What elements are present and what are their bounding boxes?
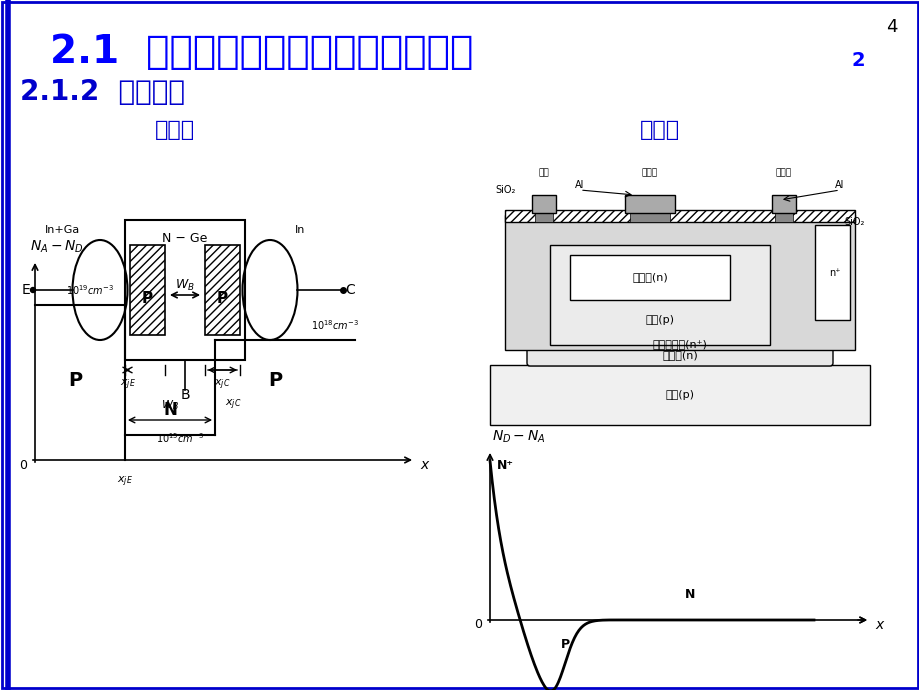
Text: 合金管: 合金管 — [154, 120, 195, 140]
Bar — [814, 225, 849, 320]
Text: 衬底(p): 衬底(p) — [664, 390, 694, 400]
Text: In+Ga: In+Ga — [45, 225, 81, 235]
Text: 发射极: 发射极 — [641, 168, 657, 177]
Bar — [624, 195, 675, 213]
Text: $10^{15}cm^{-3}$: $10^{15}cm^{-3}$ — [155, 431, 204, 445]
Text: 基极: 基极 — [538, 168, 549, 177]
Text: Al: Al — [574, 180, 584, 190]
Text: N − Ge: N − Ge — [162, 232, 208, 244]
Bar — [771, 195, 795, 213]
Bar — [550, 245, 769, 345]
Text: Al: Al — [834, 180, 844, 190]
Text: $x_{jE}$: $x_{jE}$ — [117, 475, 133, 489]
Text: $x$: $x$ — [420, 458, 430, 472]
Text: P: P — [142, 290, 153, 306]
Text: 2.1  基本结构、制造工艺和杂质分布: 2.1 基本结构、制造工艺和杂质分布 — [50, 33, 473, 71]
Text: $W_B$: $W_B$ — [175, 277, 195, 293]
Text: 4: 4 — [886, 18, 897, 36]
Text: 集电区埋层(n⁺): 集电区埋层(n⁺) — [652, 339, 707, 349]
Text: $10^{19}cm^{-3}$: $10^{19}cm^{-3}$ — [66, 283, 114, 297]
Text: $x_{jC}$: $x_{jC}$ — [214, 378, 231, 393]
Text: 平面管: 平面管 — [640, 120, 679, 140]
Text: SiO₂: SiO₂ — [844, 217, 864, 227]
Text: In: In — [294, 225, 305, 235]
Text: SiO₂: SiO₂ — [494, 185, 515, 195]
Bar — [505, 210, 854, 222]
Text: $N_D-N_A$: $N_D-N_A$ — [492, 428, 545, 445]
Text: 2: 2 — [851, 50, 865, 70]
Text: 集电区(n): 集电区(n) — [662, 350, 698, 360]
Bar — [205, 245, 240, 335]
Text: $N_A-N_D$: $N_A-N_D$ — [30, 239, 84, 255]
Text: 0: 0 — [473, 618, 482, 631]
Text: N: N — [163, 401, 176, 419]
Bar — [535, 210, 552, 222]
Text: $x_{jE}$: $x_{jE}$ — [119, 378, 135, 393]
Bar — [130, 245, 165, 335]
Text: n⁺: n⁺ — [828, 268, 839, 277]
Text: P: P — [68, 371, 82, 389]
Text: $x_{jC}$: $x_{jC}$ — [225, 398, 241, 412]
Text: P: P — [560, 638, 569, 651]
Bar — [505, 215, 854, 350]
Bar — [125, 220, 244, 360]
Bar — [570, 255, 729, 300]
Circle shape — [30, 288, 36, 293]
Text: N: N — [684, 589, 695, 602]
Text: $x$: $x$ — [874, 618, 885, 632]
Text: 集电极: 集电极 — [775, 168, 791, 177]
Text: 2.1.2  制造工艺: 2.1.2 制造工艺 — [20, 78, 185, 106]
Text: P: P — [267, 371, 282, 389]
Bar — [531, 195, 555, 213]
Text: E: E — [21, 283, 30, 297]
Bar — [630, 210, 669, 222]
Text: P: P — [217, 290, 228, 306]
FancyBboxPatch shape — [527, 322, 832, 366]
Text: C: C — [345, 283, 355, 297]
Text: $W_B$: $W_B$ — [161, 398, 178, 412]
Text: B: B — [180, 388, 189, 402]
Text: $10^{18}cm^{-3}$: $10^{18}cm^{-3}$ — [311, 318, 358, 332]
Bar — [490, 365, 869, 425]
Text: 发射区(n): 发射区(n) — [631, 273, 667, 282]
Text: 基区(p): 基区(p) — [645, 315, 674, 325]
Text: N⁺: N⁺ — [496, 458, 513, 471]
Text: 0: 0 — [19, 458, 27, 471]
Bar — [774, 210, 792, 222]
